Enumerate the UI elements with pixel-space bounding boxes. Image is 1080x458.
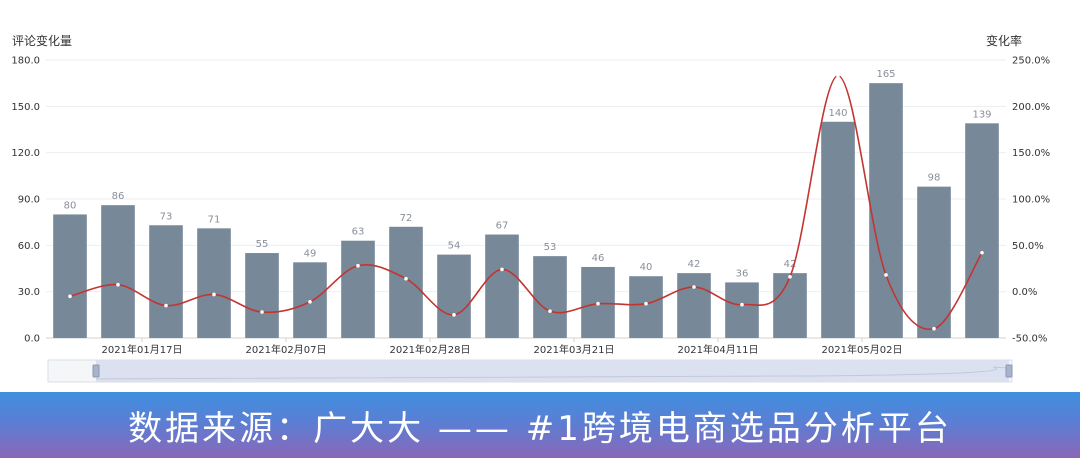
bar-value-label: 73 xyxy=(160,211,173,222)
bar-value-label: 71 xyxy=(208,214,221,225)
rate-point xyxy=(500,267,504,272)
bar xyxy=(485,234,519,338)
right-axis-ticks: -50.0% 0.0% 50.0% 100.0% 150.0% 200.0% 250.0% xyxy=(1012,56,1050,345)
bar xyxy=(389,226,423,338)
right-tick-label: 100.0% xyxy=(1012,195,1050,206)
x-tick-label: 2021年03月21日 xyxy=(534,343,615,356)
rate-point xyxy=(740,302,744,307)
left-tick-label: 90.0 xyxy=(18,195,40,206)
bar-value-label: 139 xyxy=(972,109,991,120)
bar-value-label: 46 xyxy=(592,253,605,264)
bar-value-label: 40 xyxy=(640,262,653,273)
x-tick-label: 2021年04月11日 xyxy=(678,343,759,356)
combo-chart: 评论变化量 变化率 0.0 30.0 60.0 90.0 120.0 150.0 180.0… xyxy=(11,33,1050,383)
rate-point xyxy=(980,250,984,255)
bar xyxy=(821,121,855,339)
data-zoom-slider[interactable] xyxy=(47,359,1013,383)
x-tick-label: 2021年01月17日 xyxy=(102,343,183,356)
bar xyxy=(101,205,135,338)
left-tick-label: 60.0 xyxy=(18,241,40,252)
bar xyxy=(677,273,711,338)
bar-value-label: 67 xyxy=(496,221,509,232)
bar-value-labels: 80 86 73 71 55 49 63 72 54 67 53 46 40 42 36 42 140 165 98… xyxy=(64,69,992,279)
rate-point xyxy=(692,285,696,289)
rate-point xyxy=(68,294,72,299)
x-tick-label: 2021年02月28日 xyxy=(390,343,471,356)
bar xyxy=(245,253,279,338)
bar-series xyxy=(53,83,999,339)
rate-point xyxy=(788,275,792,279)
bar xyxy=(725,282,759,338)
bar-value-label: 140 xyxy=(828,108,847,119)
rate-point xyxy=(260,310,264,314)
right-tick-label: 250.0% xyxy=(1012,56,1050,67)
bar-value-label: 165 xyxy=(876,69,895,80)
rate-point xyxy=(548,309,552,313)
rate-point xyxy=(356,263,360,268)
bar-value-label: 86 xyxy=(112,191,125,202)
bar xyxy=(149,225,183,338)
x-tick-label: 2021年05月02日 xyxy=(822,343,903,356)
bar xyxy=(773,273,807,338)
bar xyxy=(533,256,567,338)
bar xyxy=(629,276,663,338)
bar-value-label: 98 xyxy=(928,173,941,184)
rate-point xyxy=(884,273,888,277)
slider-right-handle xyxy=(1005,364,1013,378)
bar-value-label: 42 xyxy=(688,259,701,270)
rate-point xyxy=(404,276,408,281)
left-tick-label: 150.0 xyxy=(11,102,40,113)
bar xyxy=(965,123,999,338)
bar-value-label: 53 xyxy=(544,242,557,253)
rate-point xyxy=(308,300,312,304)
bar xyxy=(917,186,951,338)
rate-line xyxy=(69,74,983,331)
bar-value-label: 80 xyxy=(64,200,77,211)
rate-point xyxy=(836,73,840,78)
bar xyxy=(869,83,903,339)
bar-value-label: 49 xyxy=(304,248,317,259)
left-tick-label: 30.0 xyxy=(18,287,40,298)
left-axis-title: 评论变化量 xyxy=(12,33,72,48)
left-tick-label: 180.0 xyxy=(11,56,40,67)
bar xyxy=(53,214,87,338)
right-tick-label: 50.0% xyxy=(1012,241,1044,252)
right-tick-label: 0.0% xyxy=(1012,287,1037,298)
line-series xyxy=(68,73,984,331)
rate-point xyxy=(164,303,168,308)
bar xyxy=(341,240,375,338)
rate-point xyxy=(596,301,600,306)
bar xyxy=(437,254,471,338)
rate-point xyxy=(212,292,216,297)
bar xyxy=(197,228,231,338)
right-tick-label: -50.0% xyxy=(1012,334,1047,345)
bar-value-label: 36 xyxy=(736,268,749,279)
source-banner: 数据来源：广大大 —— #1跨境电商选品分析平台 xyxy=(0,392,1080,458)
rate-point xyxy=(932,326,936,331)
rate-point xyxy=(644,301,648,306)
slider-sparkline xyxy=(95,366,1010,380)
right-tick-label: 150.0% xyxy=(1012,148,1050,159)
bar-value-label: 63 xyxy=(352,227,365,238)
left-axis-ticks: 0.0 30.0 60.0 90.0 120.0 150.0 180.0 xyxy=(11,56,40,345)
right-tick-label: 200.0% xyxy=(1012,102,1050,113)
left-tick-label: 0.0 xyxy=(24,334,40,345)
slider-left-handle xyxy=(92,364,100,378)
right-axis-title: 变化率 xyxy=(986,33,1022,48)
bar-value-label: 72 xyxy=(400,213,413,224)
source-banner-text: 数据来源：广大大 —— #1跨境电商选品分析平台 xyxy=(128,408,952,449)
bar-value-label: 54 xyxy=(448,241,461,252)
gridlines xyxy=(46,59,1006,339)
x-axis-ticks: 2021年01月17日 2021年02月07日 2021年02月28日 2021年03… xyxy=(102,338,903,356)
bar-value-label: 42 xyxy=(784,259,797,270)
rate-point xyxy=(452,313,456,317)
x-tick-label: 2021年02月07日 xyxy=(246,343,327,356)
bar-value-label: 55 xyxy=(256,239,269,250)
rate-point xyxy=(116,282,120,287)
left-tick-label: 120.0 xyxy=(11,148,40,159)
